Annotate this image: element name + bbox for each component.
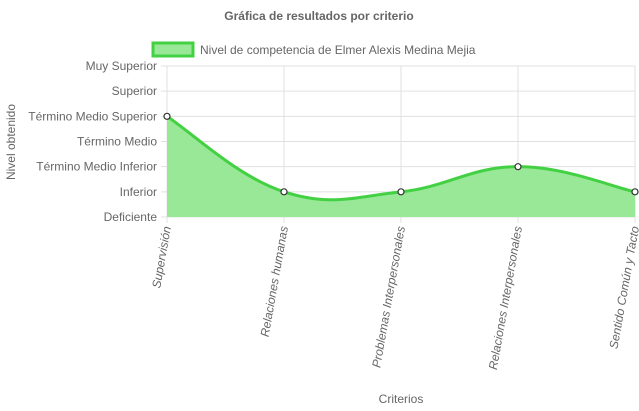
legend-swatch [151,41,195,58]
y-tick-label: Término Medio Superior [28,109,157,123]
x-tick-label: Sentido Común y Tacto [607,225,639,350]
x-axis-title: Criterios [379,392,424,406]
x-tick-label: Relaciones humanas [258,225,291,338]
y-tick-label: Muy Superior [86,59,157,73]
data-point[interactable] [631,188,639,196]
y-tick-label: Inferior [120,185,157,199]
data-point[interactable] [514,163,522,171]
data-point[interactable] [163,112,171,120]
x-tick-label: Relaciones Interpersonales [486,225,525,371]
y-axis-title: Nivel obtenido [4,104,18,180]
data-point[interactable] [397,188,405,196]
data-points [163,112,639,196]
y-tick-label: Superior [112,84,157,98]
y-tick-label: Deficiente [104,210,158,224]
legend-label: Nivel de competencia de Elmer Alexis Med… [200,43,476,57]
x-tick-label: Problemas Interpersonales [369,225,408,369]
y-tick-label: Término Medio [77,135,157,149]
legend[interactable]: Nivel de competencia de Elmer Alexis Med… [151,41,476,58]
y-tick-label: Término Medio Inferior [36,160,157,174]
x-axis-ticks: Supervisión Relaciones humanas Problemas I… [149,225,639,371]
data-point[interactable] [280,188,288,196]
x-tick-label: Supervisión [149,225,174,290]
y-axis-ticks: Deficiente Inferior Término Medio Inferior… [28,59,157,224]
chart-title: Gráfica de resultados por criterio [224,9,413,23]
